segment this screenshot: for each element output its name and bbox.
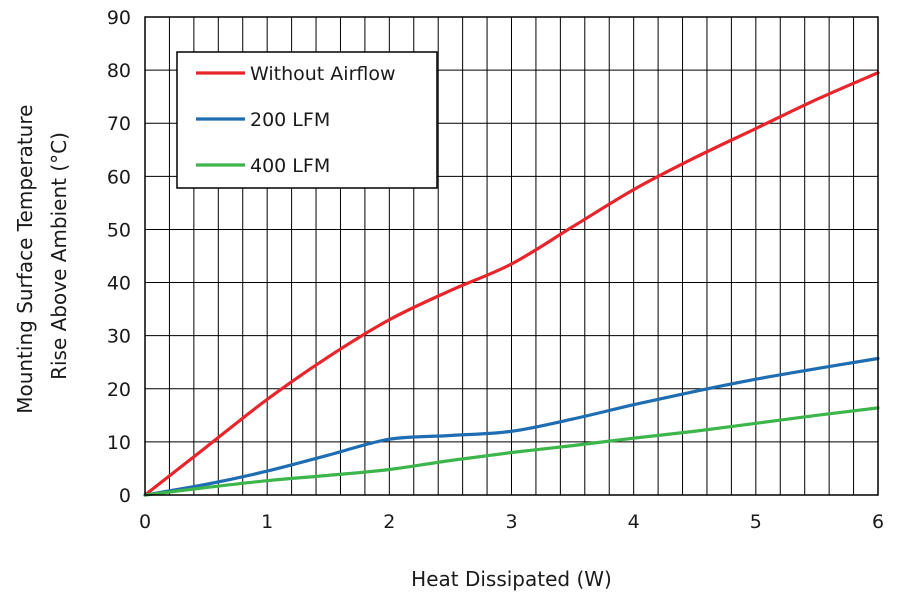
legend-label: 400 LFM xyxy=(250,155,330,177)
y-tick-label: 40 xyxy=(107,273,131,295)
x-tick-label: 4 xyxy=(628,511,640,533)
x-tick-label: 5 xyxy=(750,511,762,533)
y-tick-label: 20 xyxy=(107,379,131,401)
y-tick-label: 60 xyxy=(107,166,131,188)
legend: Without Airflow 200 LFM 400 LFM xyxy=(176,51,438,189)
y-axis-title-line-1: Mounting Surface Temperature xyxy=(13,105,37,414)
x-tick-label: 3 xyxy=(505,511,517,533)
x-tick-label: 1 xyxy=(261,511,273,533)
y-axis-title: Mounting Surface Temperature Rise Above … xyxy=(13,98,71,414)
series-line-without-airflow xyxy=(143,71,880,497)
series-lines xyxy=(143,71,880,497)
x-tick-label: 6 xyxy=(872,511,884,533)
legend-label: Without Airflow xyxy=(250,63,396,85)
y-tick-label: 90 xyxy=(107,7,131,29)
y-tick-label: 0 xyxy=(119,485,131,507)
y-tick-label: 30 xyxy=(107,326,131,348)
legend-label: 200 LFM xyxy=(250,109,330,131)
y-tick-label: 10 xyxy=(107,432,131,454)
y-tick-label: 50 xyxy=(107,219,131,241)
y-tick-label: 70 xyxy=(107,113,131,135)
x-tick-label: 2 xyxy=(383,511,395,533)
series-line-200-lfm xyxy=(143,356,880,497)
y-tick-label: 80 xyxy=(107,60,131,82)
plot-frame xyxy=(144,16,879,496)
y-axis-title-line-2: Rise Above Ambient (°C) xyxy=(47,132,71,380)
x-axis-title: Heat Dissipated (W) xyxy=(411,567,612,591)
x-tick-label: 0 xyxy=(139,511,151,533)
series-line-400-lfm xyxy=(143,406,880,497)
